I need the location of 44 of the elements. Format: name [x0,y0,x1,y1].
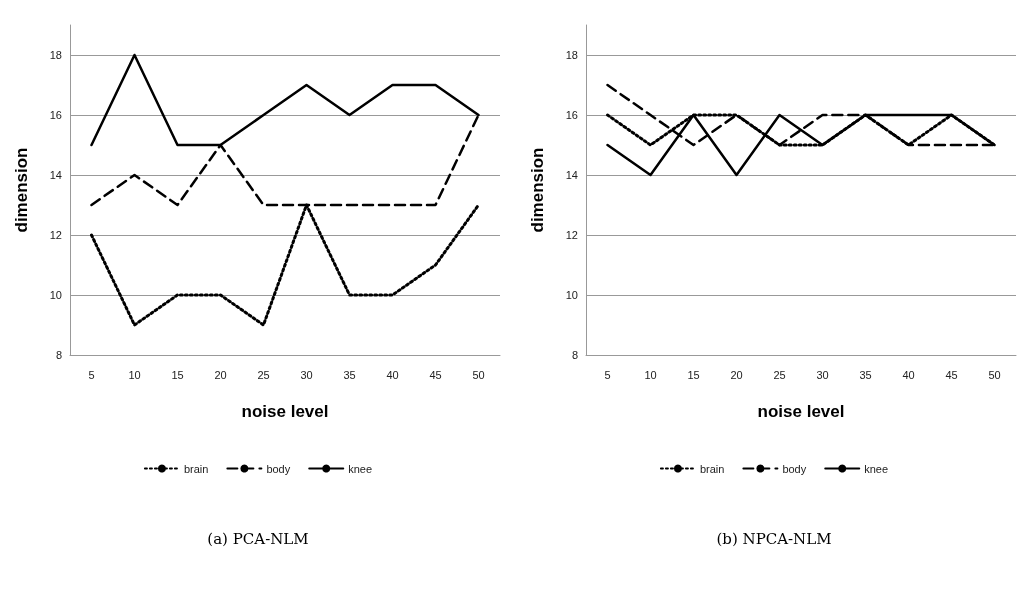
y-tick-label: 10 [565,289,578,301]
x-tick-label: 35 [343,368,356,381]
x-tick-label: 50 [472,368,485,381]
text: (a) PCA-NLM [206,530,310,548]
legend-label: knee [864,462,889,475]
x-axis-title: noise level [241,402,329,421]
x-tick-label: 5 [604,368,611,381]
x-tick-label: 10 [644,368,657,381]
y-tick-label: 8 [571,349,578,361]
y-tick-label: 12 [49,229,62,241]
y-tick-label: 18 [565,49,578,61]
y-axis-title: dimension [12,147,31,233]
x-tick-label: 35 [859,368,872,381]
x-axis-title: noise level [757,402,845,421]
y-tick-label: 14 [565,169,578,181]
legend-label: knee [348,462,373,475]
x-tick-label: 40 [902,368,915,381]
y-tick-label: 12 [565,229,578,241]
text: (b) NPCA-NLM [715,530,833,548]
y-axis-title: dimension [528,147,547,233]
x-tick-label: 50 [988,368,1001,381]
x-tick-label: 5 [88,368,95,381]
x-tick-label: 10 [128,368,141,381]
x-tick-label: 45 [945,368,958,381]
x-tick-label: 25 [257,368,270,381]
x-tick-label: 40 [386,368,399,381]
legend-label: brain [699,462,725,475]
x-tick-label: 15 [687,368,700,381]
legend-label: body [782,462,807,475]
x-tick-label: 45 [429,368,442,381]
y-tick-label: 8 [55,349,62,361]
legend-label: brain [183,462,209,475]
legend-label: body [266,462,291,475]
x-tick-label: 20 [730,368,743,381]
y-tick-label: 10 [49,289,62,301]
x-tick-label: 15 [171,368,184,381]
x-tick-label: 30 [300,368,313,381]
y-tick-label: 14 [49,169,62,181]
y-tick-label: 16 [565,109,578,121]
x-tick-label: 25 [773,368,786,381]
x-tick-label: 20 [214,368,227,381]
y-tick-label: 16 [49,109,62,121]
x-tick-label: 30 [816,368,829,381]
y-tick-label: 18 [49,49,62,61]
